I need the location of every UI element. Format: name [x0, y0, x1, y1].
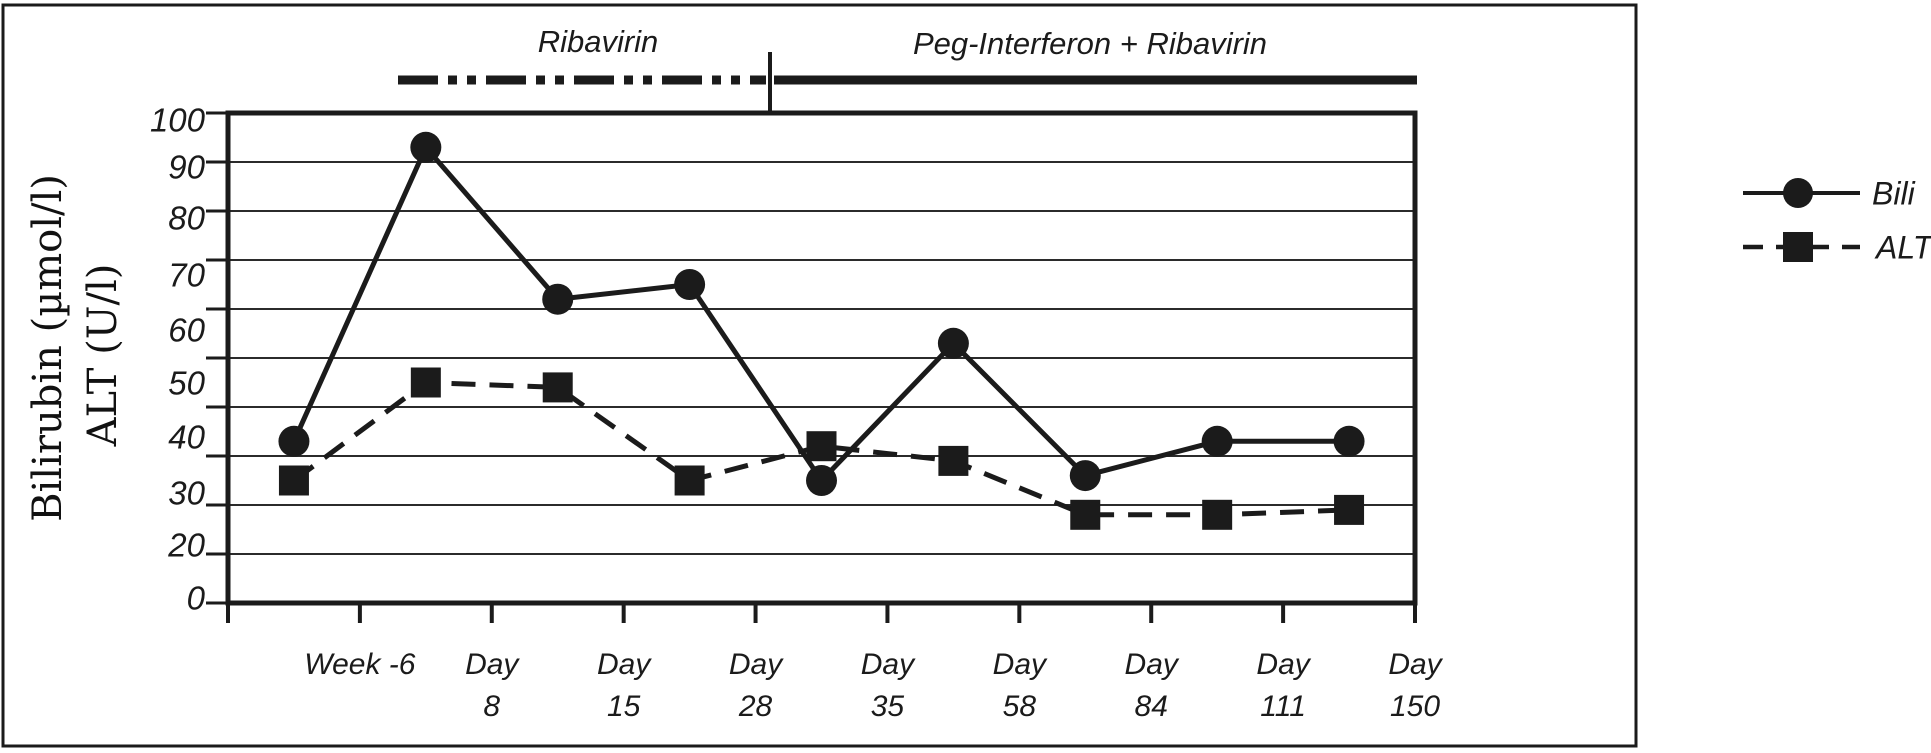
- x-tick-label-day-58: Day 58: [993, 644, 1046, 728]
- legend-marker-bili-circle: [1783, 178, 1813, 208]
- phase-label-ribavirin: Ribavirin: [537, 24, 659, 59]
- x-tick-label-line: 84: [1134, 690, 1168, 723]
- y-tick-label-30: 30: [168, 474, 205, 512]
- y-axis-title-bilirubin: Bilirubin (µmol/l): [25, 174, 71, 522]
- marker-bili-7: [1201, 425, 1233, 457]
- y-tick-label-0: 0: [186, 579, 205, 617]
- legend-marker-alt-square: [1783, 232, 1813, 262]
- x-tick-label-day-15: Day 15: [597, 644, 650, 728]
- x-tick-label-line: 111: [1260, 690, 1306, 723]
- x-tick-label-line: Day: [992, 648, 1047, 681]
- x-tick-label-line: 58: [1002, 690, 1037, 723]
- y-tick-label-80: 80: [168, 199, 205, 237]
- x-tick-label-day-84: Day 84: [1125, 644, 1178, 728]
- marker-bili-5: [937, 327, 969, 359]
- x-tick-label-line: Week -6: [304, 648, 416, 681]
- legend-label-alt: ALT: [1876, 229, 1931, 266]
- x-tick-label-line: Day: [596, 648, 651, 681]
- marker-alt-3: [674, 465, 705, 496]
- marker-bili-3: [674, 269, 706, 300]
- marker-alt-0: [278, 465, 309, 496]
- marker-alt-1: [410, 367, 441, 398]
- marker-bili-2: [542, 283, 574, 315]
- y-tick-label-60: 60: [168, 311, 205, 349]
- marker-alt-5: [938, 445, 969, 476]
- marker-bili-4: [806, 465, 837, 496]
- series-line-bili: [291, 142, 1350, 485]
- marker-bili-6: [1069, 460, 1101, 492]
- y-tick-label-100: 100: [149, 101, 205, 139]
- x-tick-label-line: 8: [483, 690, 501, 723]
- x-tick-label-line: Day: [728, 648, 783, 681]
- legend-label-bili: Bili: [1872, 175, 1915, 212]
- x-tick-label-day-111: Day 111: [1256, 644, 1309, 728]
- marker-bili-1: [410, 131, 442, 163]
- x-tick-label-day-8: Day 8: [465, 644, 518, 728]
- x-tick-label-line: 150: [1389, 690, 1441, 723]
- y-tick-label-90: 90: [168, 148, 205, 186]
- x-tick-label-line: 15: [606, 690, 641, 723]
- marker-bili-8: [1333, 425, 1365, 457]
- marker-alt-7: [1202, 499, 1233, 530]
- phase-label-peg-interferon: Peg-Interferon + Ribavirin: [912, 26, 1268, 61]
- y-tick-label-70: 70: [168, 256, 205, 294]
- x-tick-label-line: Day: [465, 648, 519, 681]
- x-tick-label-day-35: Day 35: [861, 644, 914, 728]
- marker-alt-4: [806, 431, 837, 462]
- x-tick-label-line: 28: [738, 690, 773, 723]
- x-tick-label-line: 35: [870, 690, 905, 723]
- y-tick-label-40: 40: [168, 418, 205, 456]
- figure-border: [1, 3, 1638, 748]
- marker-alt-6: [1070, 499, 1101, 530]
- marker-bili-0: [278, 425, 310, 457]
- x-tick-label-line: Day: [860, 648, 915, 681]
- x-tick-label-line: Day: [1124, 648, 1178, 681]
- x-tick-label-day-150: Day 150: [1388, 644, 1441, 728]
- y-tick-label-50: 50: [168, 364, 205, 402]
- marker-alt-2: [542, 372, 573, 403]
- x-tick-label-day-28: Day 28: [729, 644, 782, 728]
- x-tick-label-week--6: Week -6: [304, 644, 415, 686]
- x-tick-label-line: Day: [1388, 648, 1442, 681]
- series-line-alt: [292, 379, 1350, 518]
- x-tick-label-line: Day: [1256, 648, 1310, 681]
- marker-alt-8: [1334, 494, 1365, 525]
- y-tick-label-20: 20: [168, 526, 205, 564]
